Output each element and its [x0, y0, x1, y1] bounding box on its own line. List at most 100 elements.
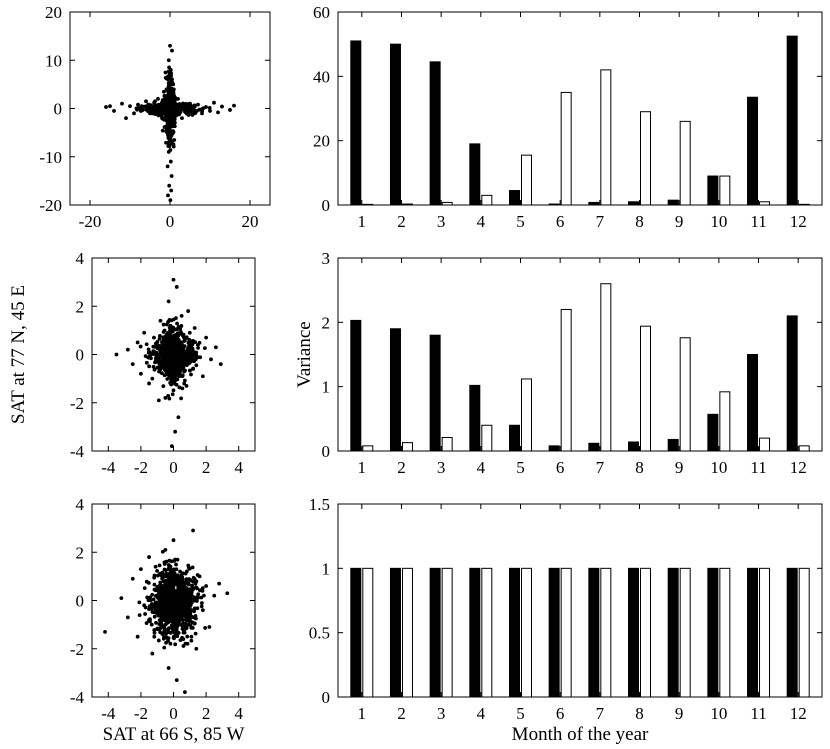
- y-tick-label: 0.5: [309, 624, 330, 643]
- scatter-point: [180, 627, 185, 631]
- scatter-point: [186, 606, 190, 611]
- scatter-point: [173, 429, 178, 434]
- scatter-point: [177, 385, 182, 390]
- scatter-point: [138, 109, 143, 113]
- scatter-point: [167, 183, 172, 188]
- scatter-point: [192, 350, 197, 355]
- scatter-point: [193, 581, 198, 586]
- scatter-point: [163, 334, 168, 339]
- x-tick-label: 3: [437, 704, 446, 723]
- bar-open: [481, 567, 493, 698]
- bar-open: [441, 567, 453, 698]
- scatter-point: [176, 574, 181, 579]
- y-tick-label: 20: [313, 132, 330, 151]
- scatter-point: [135, 340, 140, 345]
- scatter-point: [190, 625, 195, 630]
- bar-filled: [429, 567, 441, 698]
- scatter-point: [167, 71, 172, 76]
- scatter-point: [150, 592, 155, 597]
- bar-open: [560, 567, 572, 698]
- scatter-point: [160, 611, 165, 616]
- scatter-point: [176, 96, 180, 101]
- scatter-point: [170, 87, 175, 92]
- scatter-point: [137, 600, 142, 605]
- scatter-point: [163, 70, 168, 75]
- scatter-point: [147, 381, 151, 386]
- scatter-point: [158, 572, 163, 577]
- scatter-point: [180, 362, 185, 367]
- scatter-point: [147, 350, 152, 355]
- scatter-point: [146, 598, 151, 603]
- scatter-point: [166, 639, 170, 643]
- x-tick-label: 2: [397, 458, 406, 477]
- scatter-point: [167, 626, 171, 631]
- scatter-point: [173, 112, 178, 116]
- scatter-point: [184, 590, 189, 595]
- scatter-point: [178, 582, 183, 587]
- scatter-point: [168, 596, 172, 601]
- x-tick-label: 7: [596, 458, 605, 477]
- scatter-point: [135, 634, 140, 639]
- y-tick-label: -2: [70, 640, 84, 659]
- scatter-point: [179, 616, 184, 621]
- x-tick-label: 4: [477, 704, 486, 723]
- scatter-point: [162, 629, 166, 634]
- scatter-point: [156, 573, 160, 578]
- bar-open: [560, 91, 572, 206]
- scatter-point: [172, 138, 177, 142]
- x-tick-label: 6: [556, 704, 565, 723]
- scatter-point: [225, 591, 230, 596]
- scatter-point: [108, 104, 112, 108]
- x-axis-label: Month of the year: [512, 724, 649, 745]
- x-tick-label: 1: [358, 212, 367, 231]
- x-tick-label: 8: [635, 458, 644, 477]
- scatter-point: [155, 626, 160, 631]
- scatter-point: [137, 613, 142, 617]
- scatter-point: [192, 104, 197, 109]
- scatter-point: [132, 111, 136, 116]
- x-tick-label: 7: [596, 212, 605, 231]
- scatter-point: [148, 595, 153, 600]
- bar-filled: [350, 319, 362, 452]
- scatter-point: [159, 102, 164, 107]
- scatter-point: [163, 367, 167, 372]
- y-tick-label: 0: [76, 346, 85, 365]
- bar-open: [759, 201, 771, 206]
- scatter-point: [135, 107, 140, 112]
- scatter-point: [148, 617, 152, 622]
- scatter-point: [175, 603, 180, 608]
- bar-open: [481, 424, 493, 452]
- scatter-point: [184, 336, 188, 341]
- scatter-point: [175, 321, 179, 326]
- bar-open: [679, 337, 691, 452]
- scatter-point: [174, 678, 179, 683]
- y-tick-label: -4: [70, 442, 85, 461]
- scatter-point: [112, 109, 116, 113]
- x-tick-label: 9: [675, 458, 684, 477]
- scatter-point: [174, 562, 178, 567]
- scatter-point: [164, 364, 169, 369]
- bar-open: [679, 120, 691, 206]
- scatter-point: [181, 601, 186, 606]
- scatter-point: [168, 333, 172, 338]
- scatter-point: [187, 356, 191, 361]
- y-tick-label: -10: [39, 148, 62, 167]
- scatter-point: [169, 318, 174, 323]
- x-tick-label: 20: [242, 212, 259, 231]
- scatter-point: [152, 628, 157, 632]
- x-tick-label: 2: [397, 704, 406, 723]
- scatter-point: [161, 593, 166, 598]
- bar-open: [481, 194, 493, 206]
- scatter-point: [171, 104, 176, 109]
- scatter-point: [180, 576, 185, 581]
- scatter-point: [178, 350, 182, 355]
- y-tick-label: 1.5: [309, 495, 330, 514]
- scatter-point: [159, 598, 164, 603]
- bar-open: [362, 445, 374, 452]
- scatter-point: [159, 358, 164, 363]
- scatter-point: [159, 371, 164, 376]
- x-tick-label: -4: [101, 458, 116, 477]
- scatter-point: [168, 641, 173, 646]
